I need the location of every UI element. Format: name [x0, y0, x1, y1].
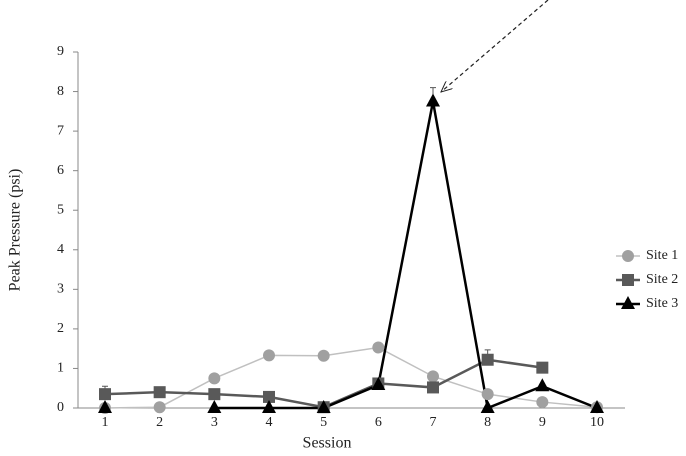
- data-point: [316, 400, 331, 413]
- data-point: [99, 388, 111, 401]
- data-point: [481, 353, 494, 366]
- x-tick-label: 4: [266, 415, 273, 430]
- data-point: [536, 396, 549, 409]
- y-tick-label: 6: [57, 163, 64, 178]
- data-point: [98, 400, 112, 413]
- y-tick-label: 9: [57, 44, 64, 59]
- y-tick-label: 7: [57, 123, 64, 138]
- data-point: [207, 400, 222, 413]
- data-point: [262, 400, 276, 413]
- y-tick-label: 5: [57, 202, 64, 217]
- x-tick-label: 8: [484, 415, 491, 430]
- data-point: [208, 388, 221, 401]
- data-point: [535, 378, 550, 392]
- y-tick-label: 3: [57, 282, 64, 297]
- x-tick-label: 2: [156, 415, 163, 430]
- legend-marker: [622, 274, 634, 286]
- y-tick-label: 8: [57, 84, 64, 99]
- y-tick-label: 0: [57, 400, 64, 415]
- y-axis-label: Peak Pressure (psi): [7, 169, 24, 292]
- x-tick-label: 6: [375, 415, 382, 430]
- x-tick-label: 7: [430, 415, 437, 430]
- data-point: [263, 349, 275, 362]
- y-tick-label: 1: [57, 361, 64, 376]
- legend-label: Site 1: [646, 248, 678, 263]
- y-tick-label: 2: [57, 321, 64, 336]
- x-tick-label: 3: [211, 415, 218, 430]
- legend-marker: [622, 250, 634, 262]
- data-point: [153, 401, 166, 414]
- data-point: [372, 341, 385, 354]
- data-point: [263, 390, 275, 403]
- x-tick-label: 9: [539, 415, 546, 430]
- x-tick-label: 10: [590, 415, 604, 430]
- x-tick-label: 1: [102, 415, 109, 430]
- legend-label: Site 2: [646, 272, 678, 287]
- data-point: [536, 361, 549, 374]
- x-tick-label: 5: [320, 415, 327, 430]
- data-point: [208, 372, 221, 385]
- legend-marker: [621, 296, 635, 309]
- legend-label: Site 3: [646, 296, 678, 311]
- data-point: [371, 377, 386, 391]
- y-tick-label: 4: [57, 242, 64, 257]
- series-line: [214, 101, 598, 410]
- data-point: [426, 93, 440, 107]
- data-point: [427, 381, 439, 394]
- data-point: [590, 400, 604, 413]
- data-point: [317, 349, 330, 362]
- series-line: [104, 346, 598, 409]
- annotation-arrow: [441, 0, 549, 92]
- data-point: [427, 370, 439, 383]
- data-point: [481, 388, 494, 401]
- x-axis-label: Session: [303, 435, 352, 452]
- data-point: [480, 400, 495, 413]
- data-point: [153, 386, 166, 399]
